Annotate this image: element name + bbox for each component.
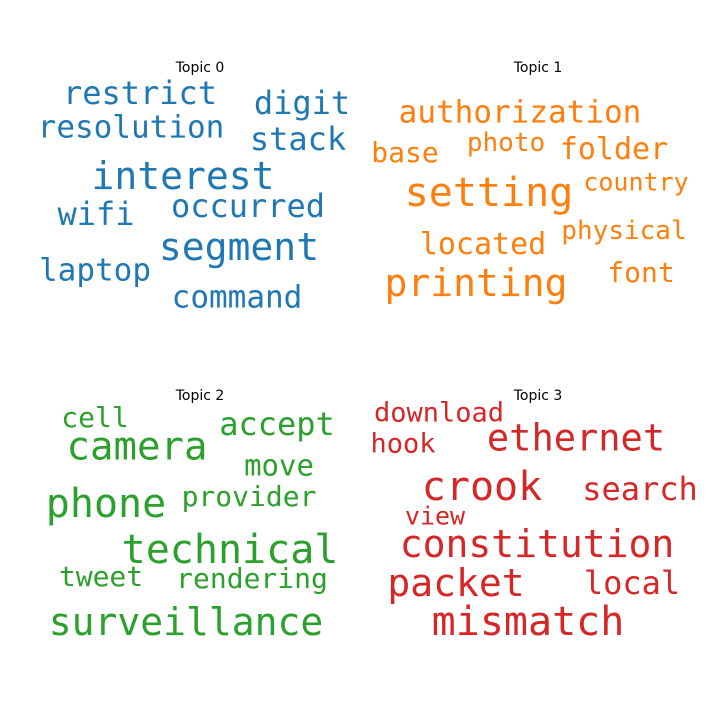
word-restrict: restrict (62, 74, 218, 112)
panel-title: Topic 2 (175, 388, 225, 404)
word-packet: packet (387, 561, 525, 605)
word-constitution: constitution (399, 522, 675, 566)
word-provider: provider (181, 480, 317, 513)
word-command: command (171, 279, 303, 316)
word-laptop: laptop (39, 252, 151, 289)
word-cell: cell (61, 401, 129, 434)
word-move: move (244, 448, 314, 483)
word-mismatch: mismatch (431, 599, 625, 645)
word-local: local (583, 564, 681, 602)
word-surveillance: surveillance (48, 600, 324, 644)
word-wifi: wifi (57, 195, 135, 233)
word-authorization: authorization (398, 94, 642, 131)
word-physical: physical (561, 216, 687, 246)
topic-panel-1: Topic 1 (358, 8, 718, 368)
word-search: search (582, 470, 698, 508)
panel-title: Topic 1 (513, 60, 563, 76)
topic-panel-2: Topic 2 (20, 336, 380, 696)
word-folder: folder (559, 132, 669, 167)
topic-panel-0: Topic 0 (20, 8, 380, 368)
word-view: view (404, 501, 466, 531)
word-crook: crook (421, 464, 543, 510)
word-stack: stack (249, 120, 347, 158)
word-technical: technical (121, 527, 339, 573)
word-font: font (607, 256, 675, 289)
word-resolution: resolution (37, 109, 225, 146)
word-tweet: tweet (58, 560, 144, 593)
word-photo: photo (466, 128, 546, 158)
word-setting: setting (404, 170, 574, 216)
word-printing: printing (384, 261, 568, 305)
panel-title: Topic 0 (175, 60, 225, 76)
word-ethernet: ethernet (486, 416, 666, 460)
word-download: download (373, 397, 505, 429)
word-phone: phone (45, 481, 167, 527)
word-interest: interest (91, 154, 275, 198)
word-located: located (419, 227, 547, 262)
word-accept: accept (219, 405, 335, 443)
word-country: country (583, 167, 689, 197)
word-base: base (371, 136, 439, 169)
word-segment: segment (158, 225, 320, 269)
word-camera: camera (66, 424, 208, 470)
word-hook: hook (370, 428, 436, 460)
topic-panel-3: Topic 3 (358, 336, 718, 696)
word-digit: digit (253, 84, 351, 122)
word-occurred: occurred (170, 187, 326, 225)
word-rendering: rendering (176, 562, 328, 595)
panel-title: Topic 3 (513, 388, 563, 404)
